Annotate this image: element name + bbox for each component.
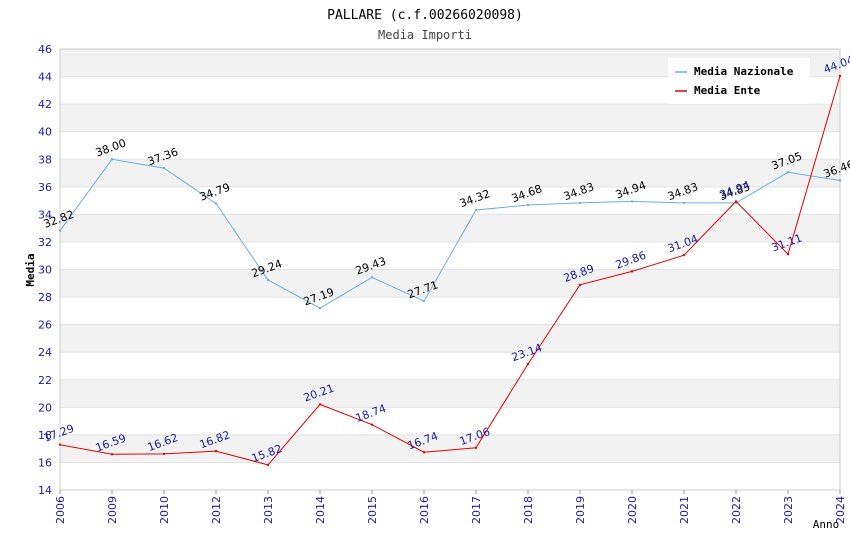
y-tick-label: 26 [38,319,52,332]
plot-band [60,379,840,408]
y-axis-ticks: 14 16 18 20 22 24 26 28 30 32 34 36 38 40 42 44 46 [38,43,52,497]
plot-band [60,159,840,187]
y-tick-label: 14 [38,484,52,497]
chart-title: PALLARE (c.f.00266020098) [327,8,523,23]
data-point [838,74,842,78]
y-tick-label: 40 [38,126,52,139]
plot-band [60,352,840,380]
plot-band [60,104,840,132]
data-point [58,229,62,232]
x-tick-label: 2016 [418,496,431,524]
data-point [786,253,790,256]
data-point [578,283,582,286]
x-tick-label: 2010 [158,496,171,524]
data-point [162,452,166,456]
x-tick-label: 2013 [262,496,275,524]
data-point [58,443,62,446]
plot-band [60,186,840,215]
y-tick-label: 18 [38,429,52,442]
data-point [786,171,790,174]
x-tick-label: 2014 [314,496,327,524]
x-tick-label: 2019 [574,496,587,524]
x-tick-label: 2023 [782,496,795,524]
data-point [266,463,270,467]
data-point [422,299,426,303]
y-tick-label: 16 [38,456,52,469]
data-point [682,201,686,205]
y-tick-label: 32 [38,236,52,249]
series-line-media-nazionale [59,158,841,309]
data-point [682,253,686,257]
data-point [370,276,374,279]
x-tick-label: 2022 [730,496,743,524]
plot-background-bands [60,49,840,490]
data-point [266,278,270,282]
plot-band [60,462,840,490]
data-point [318,403,322,406]
data-point [474,208,478,212]
x-tick-label: 2017 [470,496,483,524]
data-point [110,158,114,161]
plot-band [60,297,840,325]
x-axis-ticks: 2006 2009 2010 2012 2013 2014 2015 2016 2017 2018… [54,490,847,524]
data-point [214,202,218,205]
data-point [474,446,478,450]
y-tick-label: 46 [38,43,52,56]
legend-box [668,58,810,104]
data-point [526,203,530,207]
legend: Media Nazionale Media Ente [668,58,810,104]
y-tick-label: 36 [38,181,52,194]
plot-band [60,214,840,242]
y-tick-label: 34 [38,208,52,221]
plot-band [60,407,840,435]
chart-subtitle: Media Importi [378,28,472,42]
plot-band [60,434,840,463]
legend-label-media-nazionale: Media Nazionale [694,65,794,78]
y-tick-label: 30 [38,264,52,277]
data-point [318,307,322,310]
data-point [422,451,426,454]
plot-band [60,131,840,160]
x-tick-label: 2009 [106,496,119,524]
data-point [630,270,634,273]
y-tick-label: 28 [38,291,52,304]
plot-band [60,269,840,298]
y-tick-label: 42 [38,98,52,111]
y-axis-label: Media [24,253,37,286]
y-tick-label: 24 [38,346,52,359]
y-tick-label: 22 [38,374,52,387]
x-axis-label: Anno [813,518,840,531]
data-point [526,362,530,366]
series-line-media-ente [59,75,841,466]
y-tick-label: 44 [38,71,52,84]
x-tick-label: 2024 [834,496,847,524]
y-tick-label: 38 [38,153,52,166]
x-tick-label: 2020 [626,496,639,524]
legend-label-media-ente: Media Ente [694,84,761,97]
data-point [578,201,582,205]
y-tick-label: 20 [38,401,52,414]
x-tick-label: 2012 [210,496,223,524]
plot-area-border [59,48,841,491]
data-point [162,166,166,170]
x-tick-label: 2021 [678,496,691,524]
x-tick-label: 2006 [54,496,67,524]
data-point [734,200,738,203]
data-point [110,453,114,456]
x-tick-label: 2018 [522,496,535,524]
data-point [630,200,634,203]
data-point [838,179,842,182]
data-point [214,449,218,453]
plot-band [60,324,840,353]
x-tick-label: 2015 [366,496,379,524]
data-point [370,423,374,426]
